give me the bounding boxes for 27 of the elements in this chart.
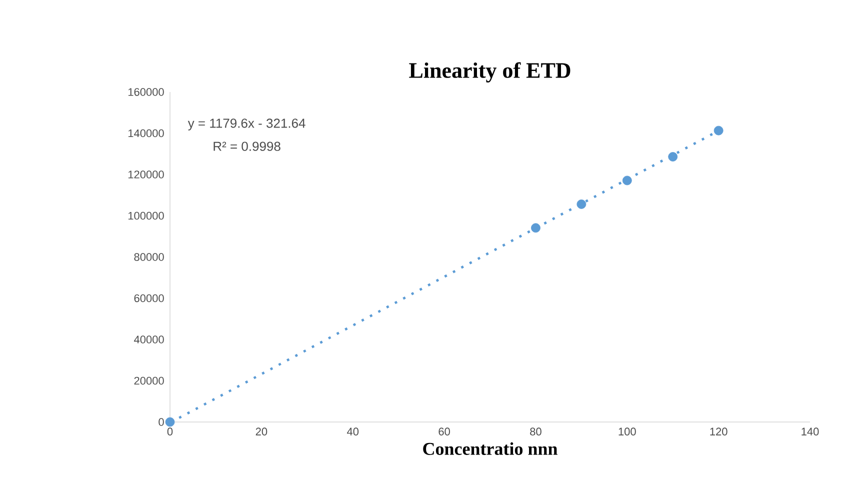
y-tick-label: 80000 bbox=[134, 253, 164, 261]
x-tick-label: 140 bbox=[802, 428, 819, 436]
x-tick-label: 40 bbox=[346, 428, 359, 436]
point bbox=[668, 152, 678, 162]
x-tick-label: 80 bbox=[530, 428, 542, 436]
point bbox=[165, 417, 175, 427]
point bbox=[531, 223, 540, 233]
y-tick-label: 100000 bbox=[128, 212, 164, 220]
x-tick-label: 20 bbox=[256, 428, 268, 436]
point bbox=[714, 126, 724, 136]
annotation: R² = 0.9998 bbox=[214, 142, 280, 151]
y-tick-label: 120000 bbox=[128, 170, 164, 178]
y-tick-label: 0 bbox=[158, 418, 164, 426]
x-axis-title: Concentratio nnn bbox=[423, 442, 558, 455]
x-tick-label: 100 bbox=[618, 428, 636, 436]
y-tick-label: 20000 bbox=[134, 376, 164, 385]
x-tick-label: 120 bbox=[710, 428, 728, 436]
y-tick-label: 160000 bbox=[128, 88, 164, 96]
y-tick-label: 140000 bbox=[128, 129, 164, 138]
point bbox=[576, 200, 586, 209]
point bbox=[622, 176, 632, 186]
x-tick-label: 60 bbox=[438, 428, 450, 436]
chart-title: Linearity of ETD bbox=[409, 62, 570, 82]
y-tick-label: 60000 bbox=[134, 294, 164, 302]
y-tick-label: 40000 bbox=[134, 336, 164, 344]
x-tick-label: 0 bbox=[167, 428, 173, 436]
annotation: y = 1179.6x - 321.64 bbox=[188, 118, 306, 130]
